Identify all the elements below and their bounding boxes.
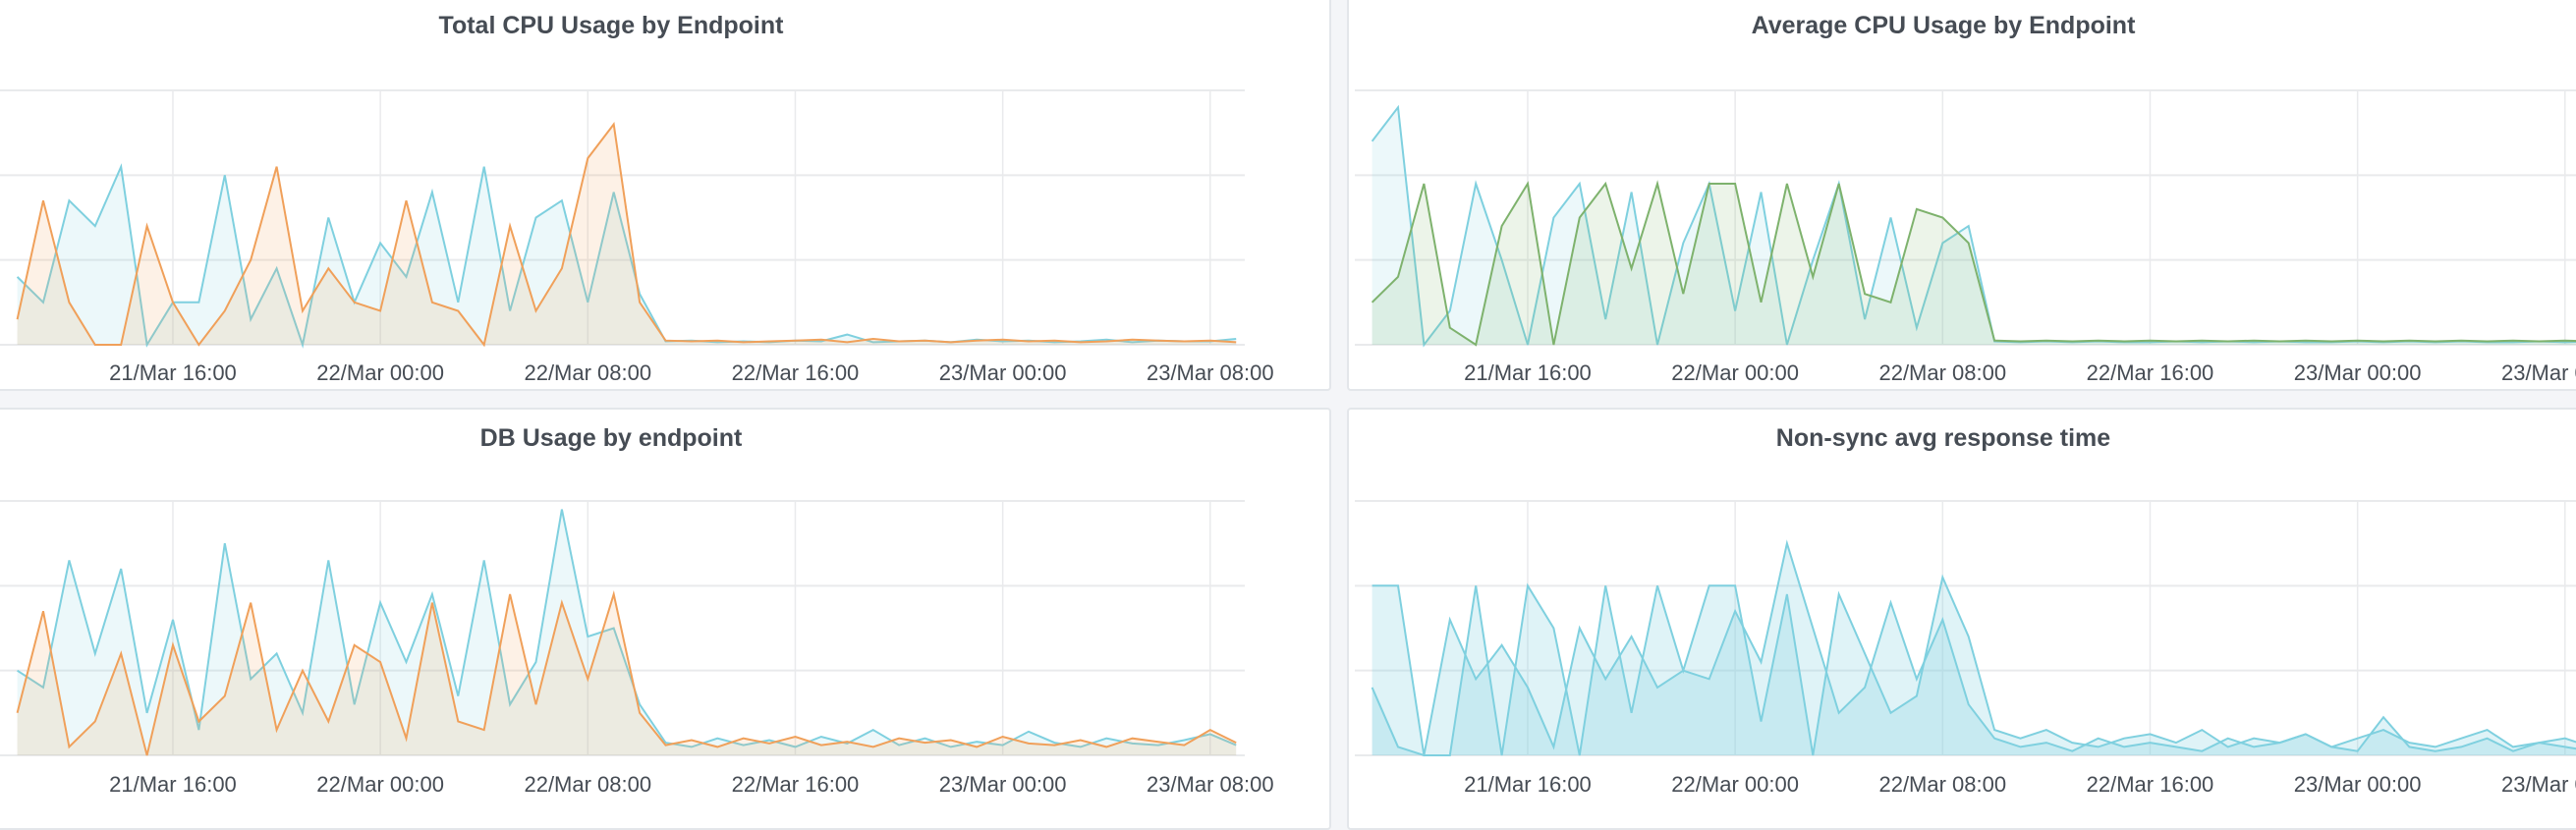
series-line-1[interactable] bbox=[16, 590, 1237, 756]
series-area-1 bbox=[1372, 543, 2576, 755]
x-tick-label: 23/Mar 00:00 bbox=[938, 360, 1067, 385]
series-line-0[interactable] bbox=[17, 509, 1237, 748]
panel-title: DB Usage by endpoint bbox=[479, 424, 743, 452]
panel-average-cpu bbox=[1347, 0, 2576, 391]
x-tick-label: 21/Mar 16:00 bbox=[1464, 772, 1592, 797]
chart-plot bbox=[0, 89, 1245, 349]
x-tick-label: 23/Mar 00:00 bbox=[938, 772, 1067, 797]
series-line-0[interactable] bbox=[1372, 574, 2576, 756]
chart-plot bbox=[1355, 89, 2576, 348]
x-tick-label: 22/Mar 08:00 bbox=[1878, 772, 2007, 797]
x-tick-label: 21/Mar 16:00 bbox=[109, 772, 237, 797]
panel-title: Total CPU Usage by Endpoint bbox=[438, 12, 784, 39]
series-area-1 bbox=[17, 594, 1237, 755]
panel-total-cpu bbox=[0, 0, 1331, 391]
series-line-1[interactable] bbox=[1371, 539, 2576, 757]
x-tick-label: 21/Mar 16:00 bbox=[109, 360, 237, 385]
panel-title: Average CPU Usage by Endpoint bbox=[1751, 12, 2136, 39]
x-tick-label: 23/Mar 08:00 bbox=[2500, 772, 2576, 797]
series-area-0 bbox=[17, 166, 1237, 345]
x-tick-label: 22/Mar 16:00 bbox=[731, 772, 860, 797]
series-area-0 bbox=[17, 509, 1237, 755]
x-tick-label: 22/Mar 08:00 bbox=[524, 360, 652, 385]
x-tick-label: 23/Mar 08:00 bbox=[2500, 360, 2576, 385]
x-tick-label: 23/Mar 08:00 bbox=[1146, 772, 1274, 797]
x-tick-label: 22/Mar 08:00 bbox=[1878, 360, 2007, 385]
x-tick-label: 22/Mar 16:00 bbox=[2086, 360, 2214, 385]
chart-plot bbox=[1355, 500, 2576, 757]
series-area-1 bbox=[17, 124, 1237, 345]
x-tick-label: 22/Mar 00:00 bbox=[1671, 772, 1799, 797]
x-tick-label: 22/Mar 08:00 bbox=[524, 772, 652, 797]
x-tick-label: 22/Mar 16:00 bbox=[731, 360, 860, 385]
series-line-1[interactable] bbox=[1371, 180, 2576, 347]
x-tick-label: 23/Mar 00:00 bbox=[2293, 360, 2422, 385]
panel-title: Non-sync avg response time bbox=[1775, 424, 2111, 452]
chart-plot bbox=[0, 500, 1245, 756]
x-tick-label: 22/Mar 00:00 bbox=[316, 772, 444, 797]
x-tick-label: 23/Mar 08:00 bbox=[1146, 360, 1274, 385]
x-tick-label: 22/Mar 00:00 bbox=[1671, 360, 1799, 385]
series-area-0 bbox=[1372, 577, 2576, 755]
x-tick-label: 22/Mar 16:00 bbox=[2086, 772, 2214, 797]
x-tick-label: 22/Mar 00:00 bbox=[316, 360, 444, 385]
x-tick-label: 23/Mar 00:00 bbox=[2293, 772, 2422, 797]
series-line-1[interactable] bbox=[16, 122, 1237, 348]
x-tick-label: 21/Mar 16:00 bbox=[1464, 360, 1592, 385]
